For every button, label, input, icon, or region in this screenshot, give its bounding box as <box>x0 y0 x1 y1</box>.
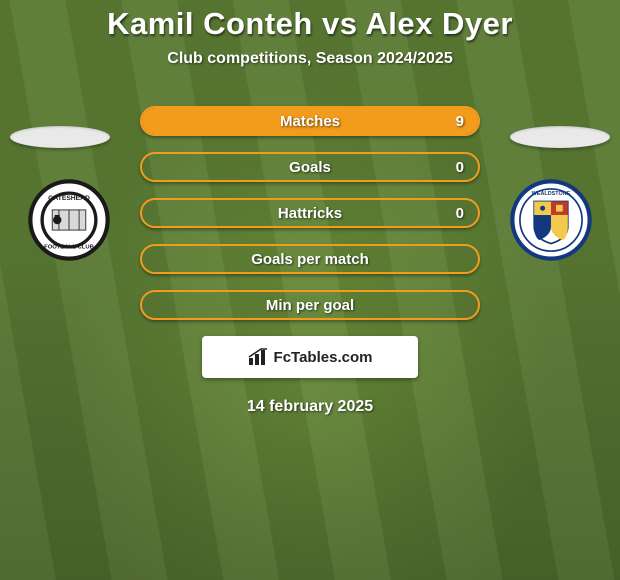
stat-label: Min per goal <box>266 297 354 314</box>
content-wrap: Kamil Conteh vs Alex Dyer Club competiti… <box>0 0 620 580</box>
stat-value-right-wrap: 9 <box>456 108 464 134</box>
source-box: FcTables.com <box>202 336 418 378</box>
stat-row-goals: Goals 0 <box>140 152 480 182</box>
wealdstone-badge-icon: WEALDSTONE <box>502 178 600 262</box>
stat-row-hattricks: Hattricks 0 <box>140 198 480 228</box>
stat-label: Matches <box>280 113 340 130</box>
stat-value-right-wrap: 0 <box>456 154 464 180</box>
stat-label: Goals <box>289 159 331 176</box>
club-badge-left: GATESHEAD FOOTBALL CLUB <box>20 178 118 262</box>
gateshead-badge-icon: GATESHEAD FOOTBALL CLUB <box>20 178 118 262</box>
stat-value-right-wrap: 0 <box>456 200 464 226</box>
player-right-avatar <box>510 126 610 148</box>
stat-row-min-per-goal: Min per goal <box>140 290 480 320</box>
stat-value-right: 0 <box>456 159 464 176</box>
date-text: 14 february 2025 <box>0 398 620 416</box>
player-left-avatar <box>10 126 110 148</box>
stat-value-right: 9 <box>456 113 464 130</box>
stat-row-goals-per-match: Goals per match <box>140 244 480 274</box>
club-badge-right: WEALDSTONE <box>502 178 600 262</box>
page-subtitle: Club competitions, Season 2024/2025 <box>0 50 620 68</box>
svg-text:FOOTBALL CLUB: FOOTBALL CLUB <box>44 245 94 251</box>
svg-text:WEALDSTONE: WEALDSTONE <box>532 191 571 197</box>
stat-label: Goals per match <box>251 251 369 268</box>
stat-label: Hattricks <box>278 205 342 222</box>
stat-rows: Matches 9 Goals 0 Hattricks 0 Goals per … <box>140 106 480 320</box>
svg-text:GATESHEAD: GATESHEAD <box>48 195 90 202</box>
stat-row-matches: Matches 9 <box>140 106 480 136</box>
stat-value-right: 0 <box>456 205 464 222</box>
bar-chart-icon <box>248 348 270 366</box>
page-title: Kamil Conteh vs Alex Dyer <box>0 6 620 42</box>
source-label: FcTables.com <box>274 349 373 366</box>
